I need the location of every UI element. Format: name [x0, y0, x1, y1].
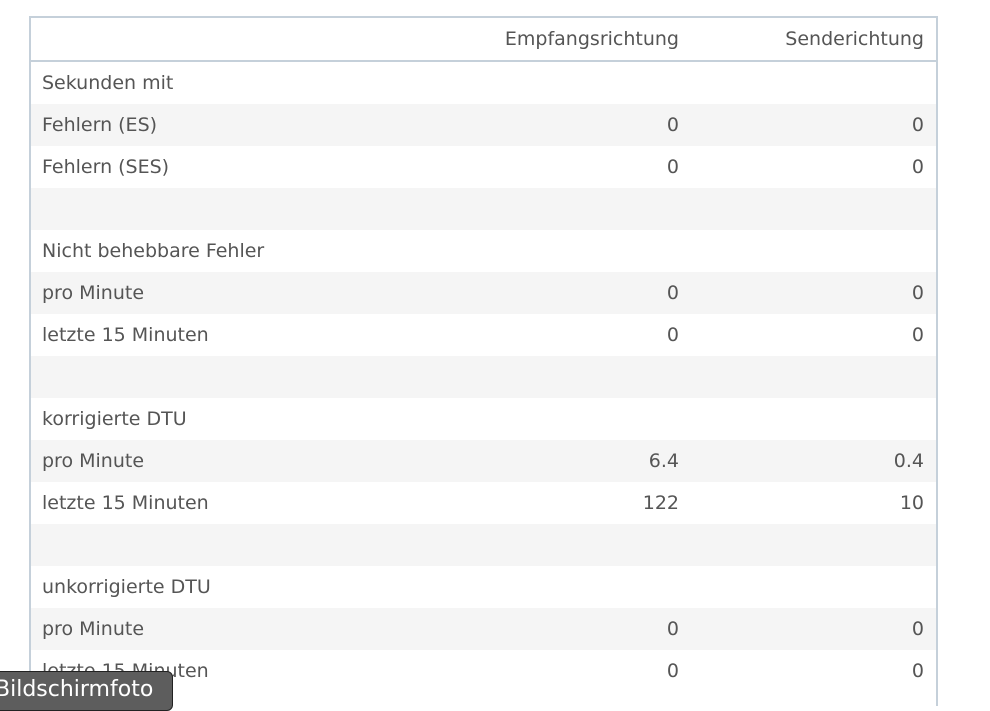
statistics-table: Empfangsrichtung Senderichtung Sekunden …	[29, 16, 938, 706]
screenshot-tooltip: Bildschirmfoto	[0, 671, 173, 711]
send-value: 0.4	[893, 450, 924, 472]
receive-value: 6.4	[648, 450, 679, 472]
table-row: Fehlern (ES) 0 0	[31, 104, 936, 146]
row-label: korrigierte DTU	[42, 408, 187, 430]
table-row	[31, 356, 936, 398]
receive-value: 0	[666, 618, 679, 640]
table-row	[31, 188, 936, 230]
row-label: letzte 15 Minuten	[42, 492, 209, 514]
row-label: Fehlern (SES)	[42, 156, 170, 178]
header-receive: Empfangsrichtung	[504, 28, 679, 50]
row-label: pro Minute	[42, 282, 145, 304]
table-row: Fehlern (SES) 0 0	[31, 146, 936, 188]
table-header: Empfangsrichtung Senderichtung	[31, 18, 936, 62]
table-row: letzte 15 Minuten 122 10	[31, 482, 936, 524]
table-row: pro Minute 0 0	[31, 272, 936, 314]
receive-value: 0	[666, 324, 679, 346]
receive-value: 0	[666, 114, 679, 136]
table-row: Nicht behebbare Fehler	[31, 230, 936, 272]
send-value: 0	[911, 618, 924, 640]
table-row: letzte 15 Minuten 0 0	[31, 314, 936, 356]
table-row	[31, 524, 936, 566]
receive-value: 0	[666, 282, 679, 304]
table-row: unkorrigierte DTU	[31, 566, 936, 608]
table-row: pro Minute 6.4 0.4	[31, 440, 936, 482]
header-send: Senderichtung	[785, 28, 924, 50]
send-value: 0	[911, 114, 924, 136]
row-label: letzte 15 Minuten	[42, 324, 209, 346]
row-label: unkorrigierte DTU	[42, 576, 211, 598]
send-value: 0	[911, 156, 924, 178]
send-value: 0	[911, 660, 924, 682]
receive-value: 0	[666, 660, 679, 682]
row-label: Sekunden mit	[42, 72, 174, 94]
receive-value: 122	[642, 492, 679, 514]
row-label: Fehlern (ES)	[42, 114, 158, 136]
row-label: Nicht behebbare Fehler	[42, 240, 265, 262]
send-value: 0	[911, 324, 924, 346]
table-row: pro Minute 0 0	[31, 608, 936, 650]
receive-value: 0	[666, 156, 679, 178]
table-row: Sekunden mit	[31, 62, 936, 104]
row-label: pro Minute	[42, 618, 145, 640]
send-value: 10	[899, 492, 924, 514]
table-row: korrigierte DTU	[31, 398, 936, 440]
send-value: 0	[911, 282, 924, 304]
row-label: pro Minute	[42, 450, 145, 472]
